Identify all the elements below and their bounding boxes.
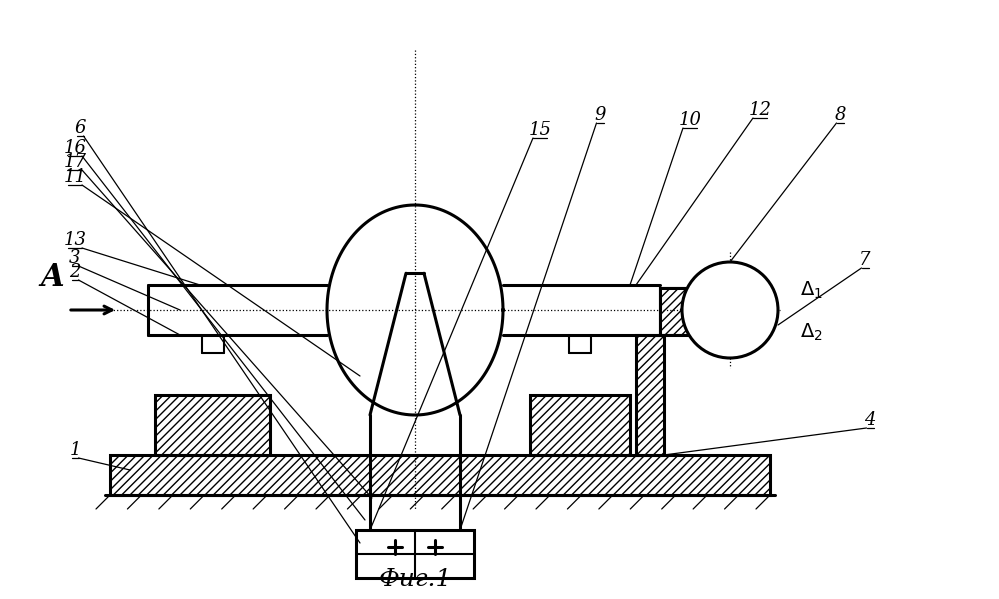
Text: A: A	[40, 262, 64, 294]
Text: 13: 13	[64, 231, 87, 249]
Text: 10: 10	[678, 111, 701, 129]
Text: 17: 17	[64, 153, 87, 171]
Text: $\Delta_2$: $\Delta_2$	[800, 321, 823, 343]
Text: Фиг.1: Фиг.1	[379, 568, 452, 591]
Text: 7: 7	[859, 251, 871, 269]
Text: 15: 15	[528, 121, 551, 139]
Text: 4: 4	[864, 411, 876, 429]
Text: 11: 11	[64, 168, 87, 186]
Text: 16: 16	[64, 139, 87, 157]
Text: 3: 3	[69, 249, 81, 267]
Text: 9: 9	[594, 106, 605, 124]
Text: $\Delta_1$: $\Delta_1$	[800, 279, 823, 301]
Text: 1: 1	[69, 441, 81, 459]
Circle shape	[682, 262, 778, 358]
Text: 12: 12	[748, 101, 771, 119]
Text: 6: 6	[74, 119, 86, 137]
Text: 2: 2	[69, 263, 81, 281]
Text: 8: 8	[834, 106, 846, 124]
